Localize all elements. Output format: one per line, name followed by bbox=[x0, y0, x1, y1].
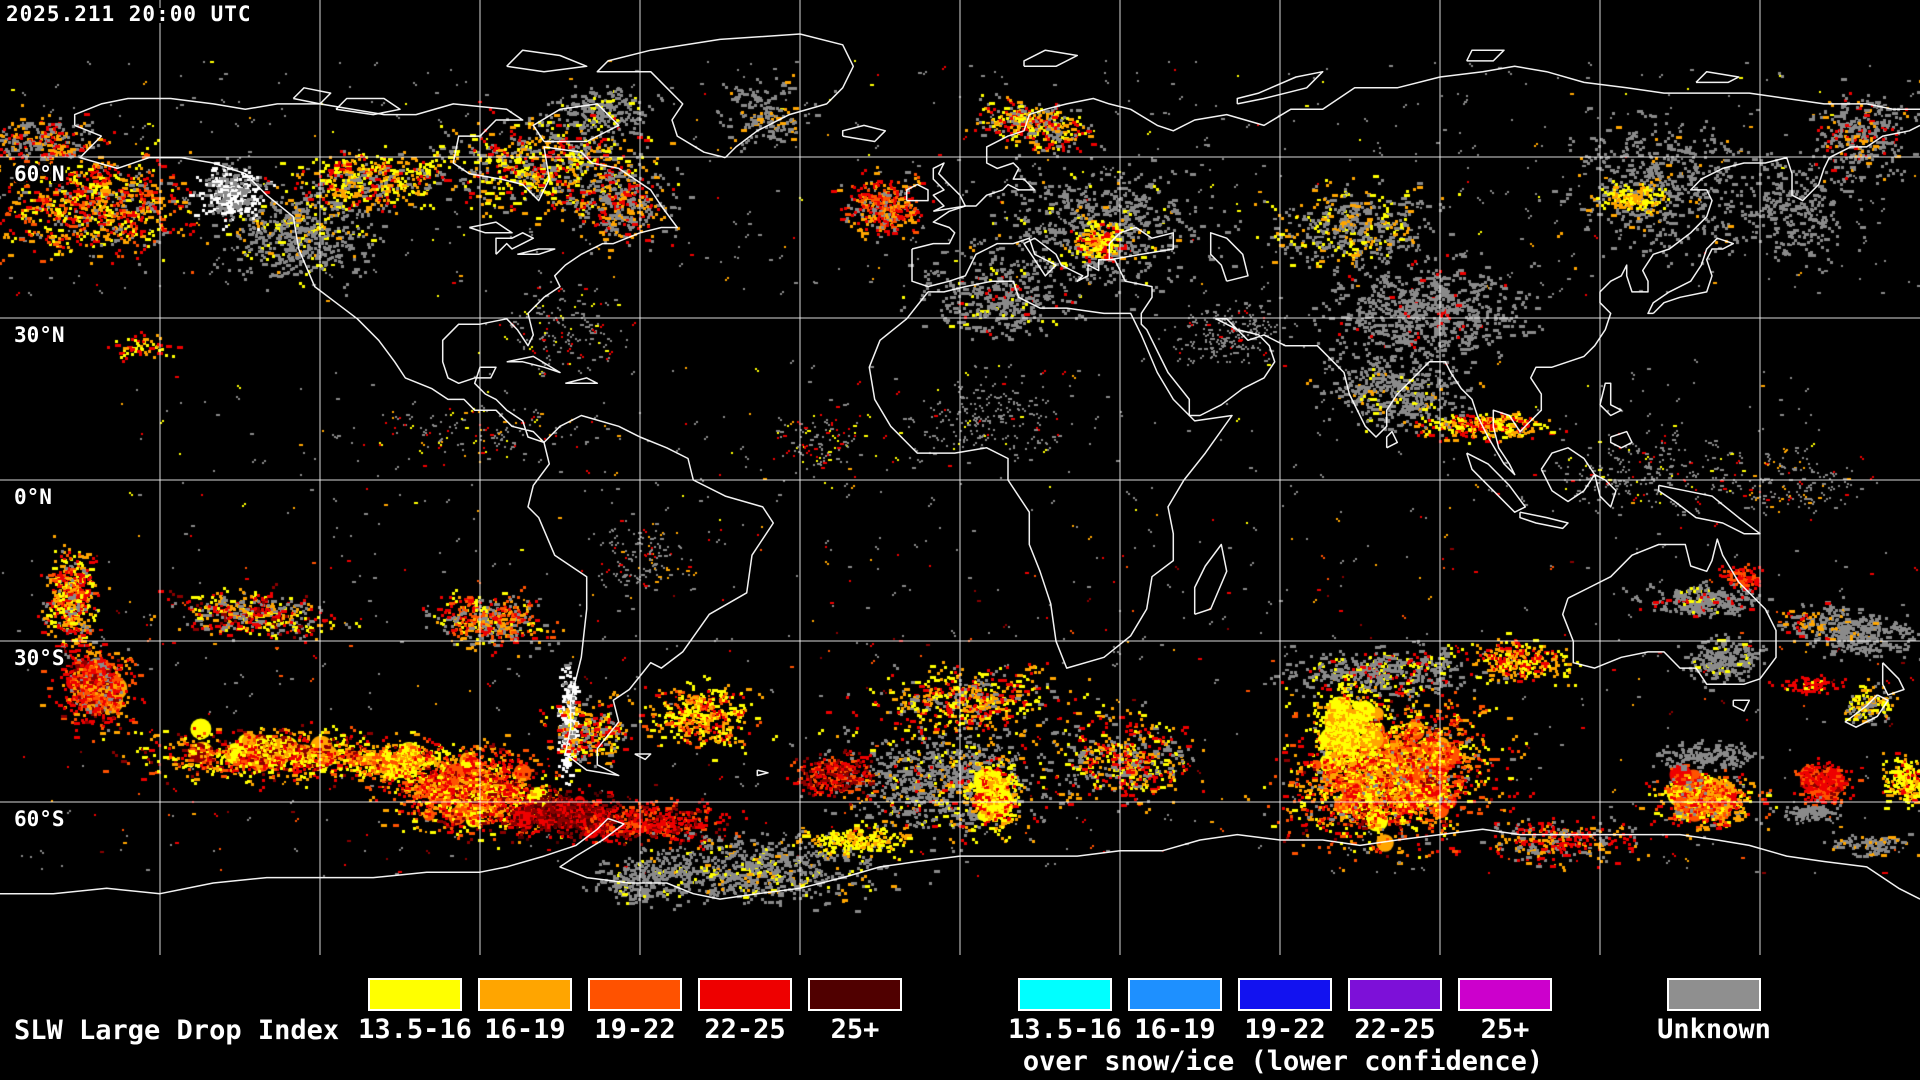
slw-legend-item-4-label: 25+ bbox=[830, 1014, 880, 1045]
slw-legend-title: SLW Large Drop Index bbox=[14, 1015, 340, 1046]
coastline-path bbox=[1609, 430, 1633, 449]
snow-legend-item-4-label: 25+ bbox=[1480, 1014, 1530, 1045]
coastline-path bbox=[932, 162, 967, 213]
slw-legend-item-2-label: 19-22 bbox=[594, 1014, 676, 1045]
coastline-path bbox=[506, 355, 561, 374]
coastline-grid-layer bbox=[0, 0, 1920, 955]
coastline-path bbox=[1599, 382, 1623, 417]
coastline-path bbox=[469, 221, 513, 234]
snow-legend-item-4-swatch bbox=[1458, 978, 1552, 1011]
slw-legend-item-0-label: 13.5-16 bbox=[358, 1014, 472, 1045]
coastline-path bbox=[1647, 237, 1735, 315]
coastline-path bbox=[1023, 49, 1079, 68]
coastline-path bbox=[335, 97, 401, 116]
coastline-path bbox=[1465, 452, 1527, 513]
timestamp-label: 2025.211 20:00 UTC bbox=[6, 2, 252, 26]
coastline-path bbox=[565, 377, 599, 385]
coastline-path bbox=[868, 280, 1233, 669]
coastlines bbox=[0, 33, 1920, 900]
coastline-path bbox=[911, 124, 1920, 476]
coastline-path bbox=[1881, 662, 1905, 696]
snow-legend-item-3-label: 22-25 bbox=[1354, 1014, 1436, 1045]
coastline-path bbox=[506, 49, 588, 73]
coastline-path bbox=[517, 248, 556, 256]
snow-legend-caption: over snow/ice (lower confidence) bbox=[1022, 1046, 1544, 1077]
snow-legend-item-3-swatch bbox=[1348, 978, 1442, 1011]
coastline-path bbox=[1561, 538, 1777, 685]
snow-legend-item-1-swatch bbox=[1128, 978, 1222, 1011]
slw-legend-item-2-swatch bbox=[588, 978, 682, 1011]
unknown-swatch bbox=[1667, 978, 1761, 1011]
coastline-path bbox=[527, 414, 775, 777]
coastline-path bbox=[841, 124, 887, 143]
coastline-path bbox=[1593, 473, 1617, 508]
slw-legend-item-1-swatch bbox=[478, 978, 572, 1011]
coastline-path bbox=[1209, 232, 1249, 282]
slw-legend-item-4-swatch bbox=[808, 978, 902, 1011]
lat-label-60s: 60°S bbox=[14, 807, 65, 831]
coastline-path bbox=[1193, 543, 1228, 616]
coastline-path bbox=[0, 817, 1920, 900]
coastline-path bbox=[756, 769, 769, 777]
coastline-path bbox=[1844, 694, 1889, 728]
coastline-path bbox=[1466, 49, 1505, 62]
coastline-path bbox=[495, 232, 535, 255]
lat-label-30s: 30°S bbox=[14, 646, 65, 670]
coastline-path bbox=[292, 87, 332, 105]
slw-legend-item-1-label: 16-19 bbox=[484, 1014, 566, 1045]
unknown-label: Unknown bbox=[1657, 1014, 1771, 1045]
coastline-path bbox=[1519, 511, 1569, 530]
coastline-path bbox=[1385, 430, 1399, 449]
snow-legend-item-2-swatch bbox=[1238, 978, 1332, 1011]
snow-legend-item-0-swatch bbox=[1018, 978, 1112, 1011]
snow-legend-item-1-label: 16-19 bbox=[1134, 1014, 1216, 1045]
slw-legend-item-0-swatch bbox=[368, 978, 462, 1011]
coastline-path bbox=[1540, 447, 1596, 503]
snow-legend-item-2-label: 19-22 bbox=[1244, 1014, 1326, 1045]
coastline-path bbox=[1108, 226, 1175, 261]
lat-label-0n: 0°N bbox=[14, 485, 52, 509]
coastline-path bbox=[1657, 484, 1761, 535]
slw-legend-item-3-label: 22-25 bbox=[704, 1014, 786, 1045]
coastline-path bbox=[532, 103, 620, 143]
coastline-path bbox=[73, 97, 679, 444]
lat-label-30n: 30°N bbox=[14, 323, 65, 347]
lat-label-60n: 60°N bbox=[14, 162, 65, 186]
coastline-path bbox=[596, 33, 855, 159]
coastline-path bbox=[1695, 70, 1740, 84]
coastline-path bbox=[1236, 70, 1324, 105]
coastline-path bbox=[1732, 699, 1751, 712]
snow-legend-item-0-label: 13.5-16 bbox=[1008, 1014, 1122, 1045]
coastline-path bbox=[634, 753, 652, 761]
graticule-gridlines bbox=[0, 0, 1920, 955]
slw-legend-item-3-swatch bbox=[698, 978, 792, 1011]
coastline-path bbox=[911, 65, 1920, 250]
coastline-path bbox=[905, 183, 929, 202]
